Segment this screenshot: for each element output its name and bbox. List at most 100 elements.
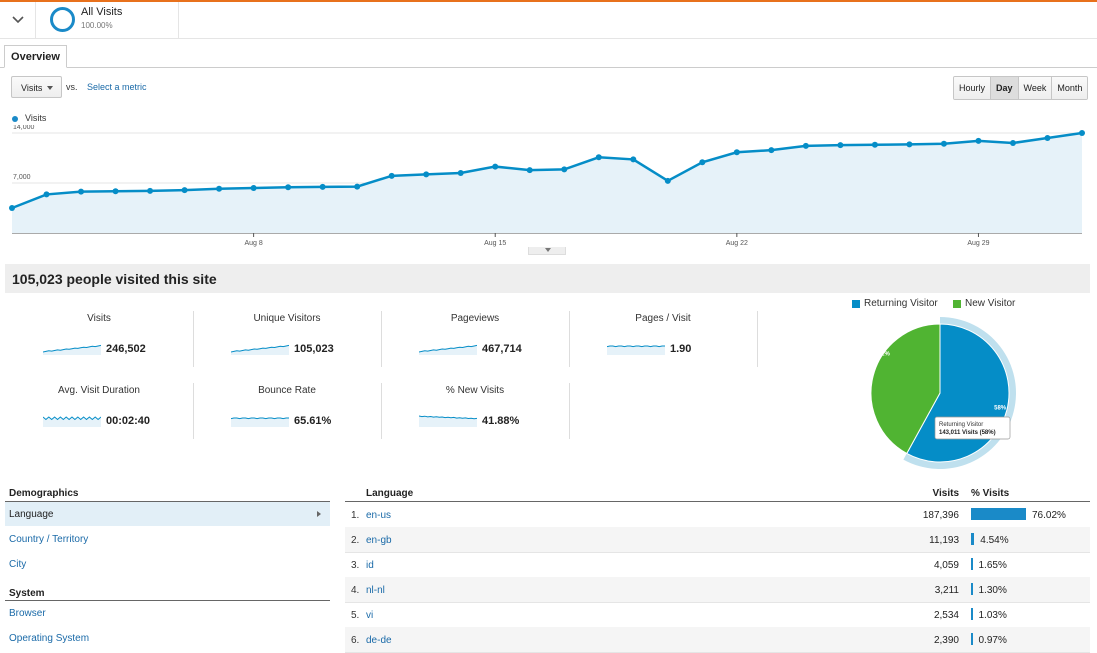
- tab-divider: [0, 67, 1097, 68]
- granularity-month-button[interactable]: Month: [1052, 77, 1088, 99]
- x-tick-label: Aug 15: [484, 240, 506, 247]
- segment-toggle-button[interactable]: [0, 2, 36, 38]
- data-point[interactable]: [975, 137, 982, 144]
- nav-item-browser[interactable]: Browser: [9, 608, 46, 619]
- series-legend-marker: [12, 116, 18, 122]
- demographics-heading: Demographics: [9, 488, 79, 499]
- nav-item-country[interactable]: Country / Territory: [9, 534, 89, 545]
- percent-bar: [971, 608, 973, 620]
- language-link[interactable]: nl-nl: [366, 585, 385, 596]
- data-point[interactable]: [457, 170, 464, 176]
- language-link[interactable]: vi: [366, 610, 374, 621]
- data-point[interactable]: [1079, 130, 1085, 136]
- pie-tooltip: Returning Visitor 143,011 Visits (58%): [934, 416, 1011, 440]
- percent-bar: [971, 583, 973, 595]
- data-point[interactable]: [768, 147, 775, 154]
- series-legend-label: Visits: [25, 113, 47, 123]
- metric-label: Avg. Visit Duration: [58, 385, 140, 396]
- table-header: Language Visits % Visits: [345, 486, 1090, 502]
- row-number: 4.: [351, 585, 360, 596]
- granularity-week-button[interactable]: Week: [1018, 77, 1053, 99]
- select-metric-link[interactable]: Select a metric: [87, 82, 147, 92]
- data-point[interactable]: [492, 163, 499, 170]
- data-point[interactable]: [733, 149, 740, 156]
- data-point[interactable]: [940, 140, 947, 147]
- data-point[interactable]: [595, 154, 602, 161]
- percent-value: 76.02%: [1032, 510, 1066, 521]
- metric-dropdown[interactable]: Visits: [11, 76, 62, 98]
- data-point[interactable]: [285, 184, 292, 191]
- language-link[interactable]: id: [366, 560, 374, 571]
- language-link[interactable]: en-gb: [366, 535, 392, 546]
- divider: [757, 311, 758, 367]
- metric-value: 105,023: [294, 343, 334, 355]
- chevron-right-icon: [317, 511, 321, 517]
- data-point[interactable]: [216, 185, 223, 192]
- metric-card-pages-per-visit: Pages / Visit 1.90: [569, 313, 757, 369]
- data-point[interactable]: [802, 142, 809, 149]
- metric-label: Bounce Rate: [258, 385, 316, 396]
- sparkline-area: [43, 417, 101, 427]
- tab-overview[interactable]: Overview: [4, 45, 67, 68]
- caret-down-icon: [47, 86, 53, 90]
- metric-value: 467,714: [482, 343, 522, 355]
- data-point[interactable]: [871, 141, 878, 148]
- table-row: 5. vi 2,534 1.03%: [345, 602, 1090, 628]
- chart-collapse-handle[interactable]: [528, 247, 566, 255]
- data-point[interactable]: [250, 185, 257, 191]
- data-point[interactable]: [526, 167, 533, 174]
- data-point[interactable]: [112, 188, 119, 195]
- segment-selector[interactable]: [35, 2, 179, 38]
- language-link[interactable]: de-de: [366, 635, 392, 646]
- series-line: [11, 131, 1083, 210]
- y-tick-label: 14,000: [13, 125, 35, 131]
- sparkline: [231, 344, 289, 355]
- metric-label: Unique Visitors: [253, 313, 321, 324]
- data-point[interactable]: [630, 156, 637, 163]
- sparkline-line: [231, 344, 289, 353]
- nav-item-operating-system[interactable]: Operating System: [9, 633, 90, 644]
- data-point[interactable]: [319, 183, 326, 190]
- data-point[interactable]: [699, 159, 706, 166]
- nav-item-city[interactable]: City: [9, 559, 27, 570]
- divider: [193, 311, 194, 367]
- data-point[interactable]: [664, 177, 671, 184]
- x-tick-label: Aug 29: [967, 240, 989, 247]
- data-point[interactable]: [354, 183, 361, 190]
- data-point[interactable]: [181, 187, 188, 194]
- metric-card-visits: Visits 246,502: [5, 313, 193, 369]
- legend-label: New Visitor: [965, 298, 1016, 309]
- data-point[interactable]: [1009, 140, 1016, 146]
- data-point[interactable]: [9, 205, 15, 211]
- language-link[interactable]: en-us: [366, 510, 392, 521]
- pie-slice-new[interactable]: [870, 323, 941, 455]
- sparkline-line: [231, 417, 289, 420]
- data-point[interactable]: [906, 141, 913, 148]
- segment-ring-icon: [50, 7, 75, 32]
- percent-bar: [971, 558, 973, 570]
- tooltip-value: 143,011 Visits (58%): [939, 430, 996, 436]
- data-point[interactable]: [561, 166, 568, 173]
- data-point[interactable]: [147, 187, 154, 194]
- metric-dropdown-label: Visits: [21, 83, 43, 93]
- metric-value: 65.61%: [294, 415, 332, 427]
- data-point[interactable]: [837, 142, 844, 149]
- data-point[interactable]: [43, 191, 50, 198]
- data-point[interactable]: [388, 172, 395, 179]
- sparkline-area: [43, 345, 101, 355]
- granularity-hourly-button[interactable]: Hourly: [954, 77, 992, 99]
- nav-item-language-active[interactable]: [5, 502, 330, 526]
- granularity-day-button[interactable]: Day: [991, 77, 1019, 99]
- nav-item-language[interactable]: Language: [9, 509, 54, 520]
- divider: [569, 383, 570, 439]
- divider: [381, 383, 382, 439]
- tooltip-title: Returning Visitor: [939, 422, 983, 428]
- headline-text: 105,023 people visited this site: [12, 271, 217, 287]
- metric-value: 00:02:40: [106, 415, 151, 427]
- divider: [193, 383, 194, 439]
- legend-swatch: [953, 299, 961, 308]
- data-point[interactable]: [1044, 135, 1051, 141]
- data-point[interactable]: [78, 188, 85, 195]
- data-point[interactable]: [423, 171, 430, 178]
- sparkline-area: [607, 346, 665, 355]
